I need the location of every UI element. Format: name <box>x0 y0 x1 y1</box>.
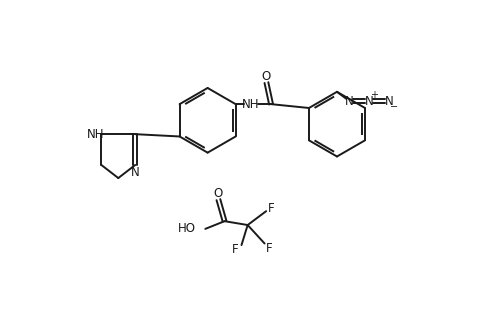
Text: −: − <box>390 102 398 112</box>
Text: +: + <box>370 90 378 100</box>
Text: F: F <box>266 242 273 255</box>
Text: NH: NH <box>87 128 105 141</box>
Text: NH: NH <box>242 98 260 111</box>
Text: HO: HO <box>178 222 196 235</box>
Text: N: N <box>385 94 394 107</box>
Text: N: N <box>365 94 374 107</box>
Text: O: O <box>214 187 223 200</box>
Text: N: N <box>345 94 353 107</box>
Text: N: N <box>131 166 140 179</box>
Text: O: O <box>262 70 271 83</box>
Text: F: F <box>232 243 239 256</box>
Text: F: F <box>267 202 274 216</box>
